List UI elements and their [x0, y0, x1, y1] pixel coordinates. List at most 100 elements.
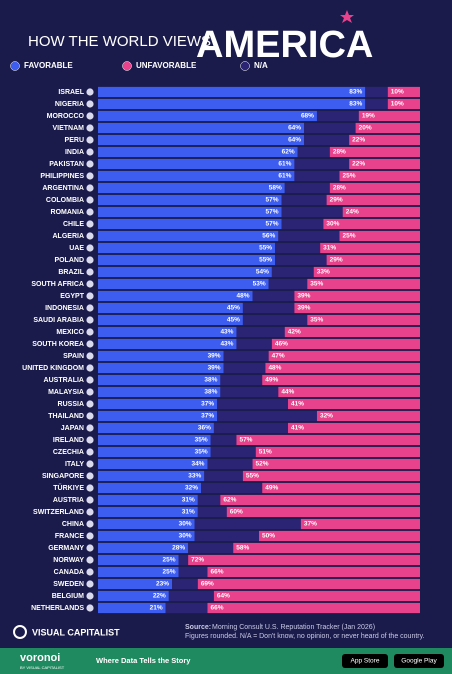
bar-segment — [98, 446, 211, 458]
bar-segment — [326, 194, 420, 206]
flag — [86, 184, 94, 192]
value-label: 32% — [320, 413, 333, 420]
value-label: 64% — [288, 137, 301, 144]
flag — [86, 160, 94, 168]
flag — [86, 328, 94, 336]
value-label: 57% — [266, 209, 279, 216]
bar-segment — [259, 530, 420, 542]
bar-segment — [278, 386, 420, 398]
flag — [86, 508, 94, 516]
flag — [86, 220, 94, 228]
flag — [86, 412, 94, 420]
value-label: 62% — [282, 149, 295, 156]
flag — [86, 232, 94, 240]
value-label: 28% — [172, 545, 185, 552]
bar-segment — [294, 302, 420, 314]
value-label: 35% — [310, 317, 323, 324]
bar-segment — [307, 278, 420, 290]
bar-segment — [165, 602, 208, 614]
bar-segment — [98, 338, 237, 350]
value-label: 55% — [259, 245, 272, 252]
bar-segment — [226, 506, 420, 518]
app-store-button[interactable] — [342, 654, 388, 668]
category-label: NIGERIA — [55, 101, 84, 108]
value-label: 35% — [310, 281, 323, 288]
bar-segment — [98, 374, 221, 386]
category-label: AUSTRIA — [53, 497, 84, 504]
bar-segment — [98, 278, 269, 290]
value-label: 35% — [195, 437, 208, 444]
bar-segment — [387, 98, 420, 110]
app-store-label[interactable]: App Store — [351, 658, 380, 665]
bar-segment — [98, 230, 279, 242]
bar-segment — [178, 554, 189, 566]
legend-label: FAVORABLE — [24, 61, 73, 70]
bar-segment — [242, 302, 295, 314]
bar-segment — [207, 458, 253, 470]
value-label: 62% — [223, 497, 236, 504]
value-label: 30% — [326, 221, 339, 228]
bar-segment — [98, 470, 205, 482]
legend-swatch — [122, 61, 132, 71]
category-label: CHINA — [62, 521, 84, 528]
bar-segment — [98, 494, 198, 506]
bar-segment — [284, 182, 330, 194]
bar-segment — [98, 98, 366, 110]
category-label: NETHERLANDS — [31, 605, 84, 612]
flag — [86, 520, 94, 528]
category-label: CANADA — [54, 569, 84, 576]
legend: FAVORABLE UNFAVORABLE N/A — [10, 61, 268, 71]
value-label: 44% — [281, 389, 294, 396]
value-label: 61% — [278, 161, 291, 168]
bar-segment — [220, 374, 263, 386]
value-label: 35% — [195, 449, 208, 456]
bar-segment — [98, 422, 214, 434]
bar-segment — [342, 206, 420, 218]
bar-segment — [98, 578, 173, 590]
logo: voronoi — [20, 652, 60, 664]
value-label: 47% — [272, 353, 285, 360]
value-label: 39% — [297, 293, 310, 300]
bar-segment — [98, 86, 366, 98]
flag — [86, 88, 94, 96]
bar-segment — [281, 206, 343, 218]
flag — [86, 148, 94, 156]
google-play-button[interactable] — [394, 654, 444, 668]
value-label: 31% — [182, 497, 195, 504]
category-label: CZECHIA — [53, 449, 84, 456]
bar-segment — [210, 446, 256, 458]
bar-segment — [320, 242, 420, 254]
bar-segment — [233, 542, 420, 554]
bar-segment — [265, 362, 420, 374]
bar-segment — [98, 146, 298, 158]
value-label: 57% — [266, 197, 279, 204]
brand: VISUAL CAPITALIST — [32, 627, 120, 637]
value-label: 46% — [275, 341, 288, 348]
value-label: 60% — [230, 509, 243, 516]
value-label: 20% — [359, 125, 372, 132]
category-label: SAUDI ARABIA — [33, 317, 84, 324]
bar-segment — [194, 518, 301, 530]
bar-segment — [207, 566, 420, 578]
bar-segment — [271, 338, 420, 350]
bar-segment — [98, 206, 282, 218]
value-label: 48% — [268, 365, 281, 372]
bar-segment — [98, 254, 276, 266]
google-play-label[interactable]: Google Play — [401, 658, 437, 665]
logo-sub: BY VISUAL CAPITALIST — [20, 665, 65, 670]
value-label: 55% — [246, 473, 259, 480]
value-label: 37% — [201, 413, 214, 420]
bar-segment — [98, 302, 243, 314]
category-label: PAKISTAN — [49, 161, 84, 168]
value-label: 29% — [330, 197, 343, 204]
bar-segment — [329, 146, 420, 158]
flag — [86, 556, 94, 564]
bar-segment — [242, 470, 420, 482]
bar-segment — [98, 242, 276, 254]
category-label: AUSTRALIA — [44, 377, 84, 384]
flag — [86, 484, 94, 492]
flag — [86, 460, 94, 468]
value-label: 83% — [349, 89, 362, 96]
value-label: 10% — [391, 101, 404, 108]
